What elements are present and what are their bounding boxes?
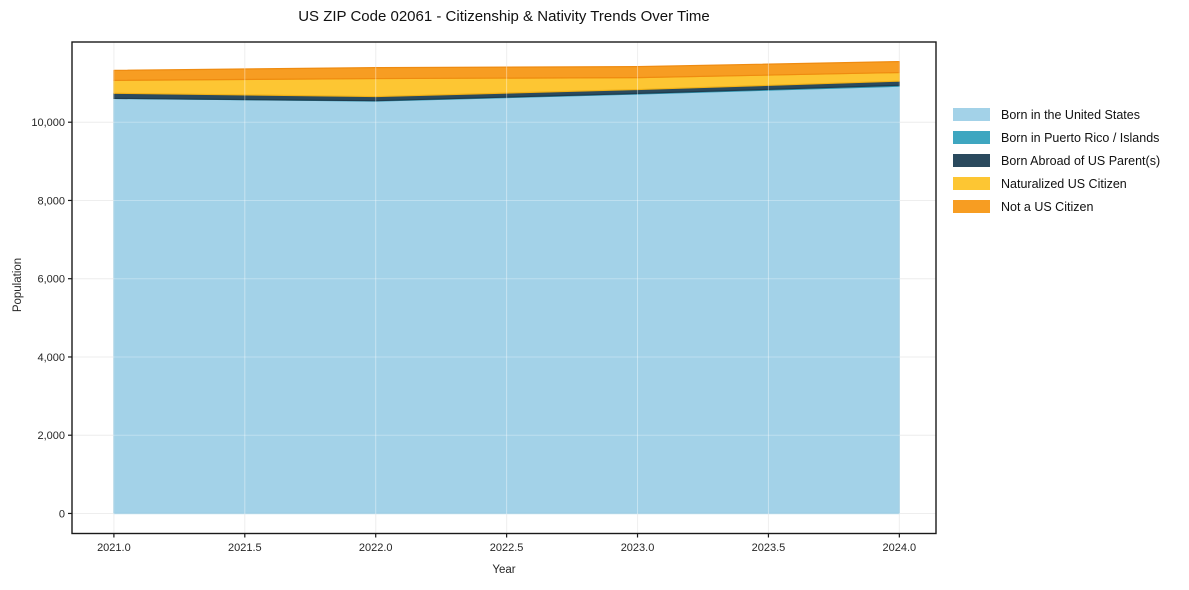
legend-swatch-born-abroad	[953, 154, 990, 167]
legend: Born in the United States Born in Puerto…	[953, 103, 1160, 218]
chart-title: US ZIP Code 02061 - Citizenship & Nativi…	[298, 8, 710, 25]
area-series	[113, 60, 900, 81]
x-axis-label: Year	[492, 564, 516, 576]
y-tick-label: 8,000	[37, 195, 65, 207]
legend-label: Born Abroad of US Parent(s)	[1001, 153, 1161, 168]
legend-item: Not a US Citizen	[953, 195, 1160, 218]
x-tick-label: 2021.0	[97, 542, 131, 554]
x-tick-label: 2024.0	[883, 542, 917, 554]
y-tick-label: 6,000	[37, 274, 65, 286]
x-tick-label: 2021.5	[228, 542, 262, 554]
y-tick-label: 10,000	[31, 117, 65, 129]
legend-swatch-puerto-rico-islands	[953, 131, 990, 144]
x-tick-label: 2022.0	[359, 542, 393, 554]
legend-label: Born in Puerto Rico / Islands	[1001, 130, 1160, 145]
legend-swatch-born-in-us	[953, 108, 990, 121]
legend-label: Born in the United States	[1001, 107, 1140, 122]
legend-item: Born in the United States	[953, 103, 1160, 126]
legend-item: Born in Puerto Rico / Islands	[953, 126, 1160, 149]
legend-label: Naturalized US Citizen	[1001, 176, 1127, 191]
y-tick-label: 2,000	[37, 430, 65, 442]
x-tick-label: 2023.0	[621, 542, 655, 554]
legend-item: Naturalized US Citizen	[953, 172, 1160, 195]
x-tick-label: 2022.5	[490, 542, 524, 554]
legend-label: Not a US Citizen	[1001, 199, 1094, 214]
legend-item: Born Abroad of US Parent(s)	[953, 149, 1160, 172]
legend-swatch-not-citizen	[953, 200, 990, 213]
y-axis-label: Population	[12, 257, 24, 313]
legend-swatch-naturalized	[953, 177, 990, 190]
y-tick-label: 4,000	[37, 352, 65, 364]
x-tick-label: 2023.5	[752, 542, 786, 554]
y-tick-label: 0	[59, 508, 65, 520]
